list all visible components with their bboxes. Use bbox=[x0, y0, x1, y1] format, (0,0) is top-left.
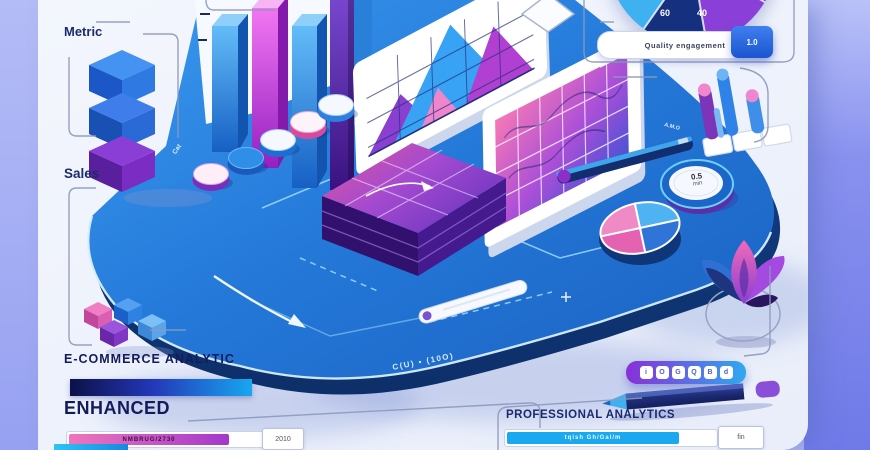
stacked-data-slab bbox=[321, 143, 507, 276]
cyan-progress-bar: tqish Gh/Gal/m bbox=[507, 432, 679, 444]
round-button[interactable] bbox=[192, 163, 234, 192]
bottom-corner-strip bbox=[54, 444, 128, 450]
heatmap-card bbox=[482, 33, 646, 258]
round-button[interactable] bbox=[259, 129, 301, 158]
social-icon[interactable]: B bbox=[703, 366, 717, 379]
value-box-left: 2010 bbox=[262, 428, 304, 450]
value-box-right: fin bbox=[718, 426, 764, 449]
gauge-dial bbox=[660, 159, 738, 214]
capsule-slider[interactable] bbox=[417, 279, 528, 325]
bracket-outlines bbox=[68, 0, 795, 450]
professional-title: PROFESSIONAL ANALYTICS bbox=[506, 409, 676, 421]
pie-label-left: 60 bbox=[660, 8, 671, 18]
pencil-icon bbox=[602, 380, 780, 421]
sales-label: Sales bbox=[64, 166, 100, 181]
social-icon[interactable]: i bbox=[639, 366, 653, 379]
professional-progress-container: tqish Gh/Gal/m bbox=[504, 429, 718, 447]
lotus-icon bbox=[701, 240, 785, 348]
platform-buttons[interactable] bbox=[192, 94, 359, 192]
pink-progress-label: NMBRUG/2730 bbox=[122, 436, 176, 443]
bar-chart-small bbox=[697, 68, 793, 157]
social-icon[interactable]: Q bbox=[687, 366, 701, 379]
pink-progress-bar: NMBRUG/2730 bbox=[69, 434, 229, 445]
cyan-progress-label: tqish Gh/Gal/m bbox=[564, 435, 622, 441]
round-button[interactable] bbox=[317, 94, 359, 123]
right-border-strip bbox=[804, 0, 870, 450]
page-title: E-COMMERCE ANALYTIC bbox=[64, 352, 235, 366]
round-button[interactable] bbox=[227, 147, 269, 176]
metric-label: Metric bbox=[64, 24, 103, 39]
social-icon[interactable]: G bbox=[671, 366, 685, 379]
pie-chart-3d bbox=[599, 201, 681, 265]
value-chip[interactable]: 1.0 bbox=[731, 26, 773, 58]
stacked-cubes-icon bbox=[89, 50, 212, 207]
gradient-progress-bar bbox=[70, 379, 252, 396]
enhanced-label: ENHANCED bbox=[64, 398, 171, 418]
pie-label-right: 40 bbox=[697, 8, 708, 18]
slider-stick[interactable] bbox=[556, 136, 695, 185]
social-icons-pill: i O G Q B d bbox=[626, 361, 746, 384]
flow-arrow bbox=[213, 275, 306, 328]
round-button[interactable] bbox=[289, 111, 331, 140]
social-icon[interactable]: d bbox=[719, 366, 733, 379]
social-icon[interactable]: O bbox=[655, 366, 669, 379]
cube-cluster-icon bbox=[84, 298, 174, 358]
left-border-strip bbox=[0, 0, 40, 450]
area-chart-card bbox=[352, 0, 551, 184]
diamond-marker bbox=[520, 0, 576, 33]
